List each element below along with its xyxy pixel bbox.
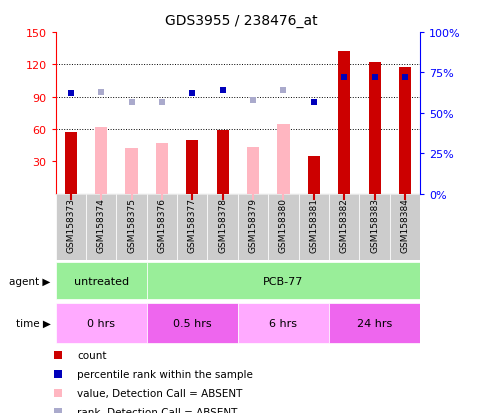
Bar [329,304,420,343]
Text: value, Detection Call = ABSENT: value, Detection Call = ABSENT [77,388,242,398]
Bar [298,194,329,260]
Text: rank, Detection Call = ABSENT: rank, Detection Call = ABSENT [77,407,238,413]
Bar [329,194,359,260]
Text: GSM158382: GSM158382 [340,197,349,252]
Bar [65,133,77,194]
Bar [156,144,168,194]
Bar [116,194,147,260]
Bar [238,304,329,343]
Bar [369,63,381,194]
Text: GSM158383: GSM158383 [370,197,379,252]
Text: 0 hrs: 0 hrs [87,318,115,328]
Bar [86,194,116,260]
Bar [390,194,420,260]
Text: 0.5 hrs: 0.5 hrs [173,318,212,328]
Bar [247,148,259,194]
Bar [126,149,138,194]
Bar [216,131,229,194]
Text: 24 hrs: 24 hrs [357,318,392,328]
Bar [208,194,238,260]
Bar [56,304,147,343]
Bar [268,194,298,260]
Text: GSM158375: GSM158375 [127,197,136,252]
Text: GSM158376: GSM158376 [157,197,167,252]
Bar [177,194,208,260]
Text: GSM158378: GSM158378 [218,197,227,252]
Text: count: count [77,350,107,360]
Text: agent ▶: agent ▶ [9,276,51,286]
Bar [399,67,411,194]
Bar [277,124,289,194]
Bar [147,262,420,299]
Bar [95,128,107,194]
Text: percentile rank within the sample: percentile rank within the sample [77,369,253,379]
Bar [56,262,147,299]
Bar [308,157,320,194]
Bar [359,194,390,260]
Text: GSM158379: GSM158379 [249,197,257,252]
Text: untreated: untreated [73,276,128,286]
Text: GSM158380: GSM158380 [279,197,288,252]
Text: GSM158377: GSM158377 [188,197,197,252]
Text: time ▶: time ▶ [16,318,51,328]
Text: GSM158381: GSM158381 [309,197,318,252]
Bar [338,52,350,194]
Text: GDS3955 / 238476_at: GDS3955 / 238476_at [165,14,318,28]
Bar [147,194,177,260]
Bar [56,194,86,260]
Bar [238,194,268,260]
Text: GSM158374: GSM158374 [97,197,106,252]
Text: PCB-77: PCB-77 [263,276,304,286]
Bar [186,140,199,194]
Text: GSM158373: GSM158373 [66,197,75,252]
Text: GSM158384: GSM158384 [400,197,410,252]
Bar [147,304,238,343]
Text: 6 hrs: 6 hrs [270,318,298,328]
